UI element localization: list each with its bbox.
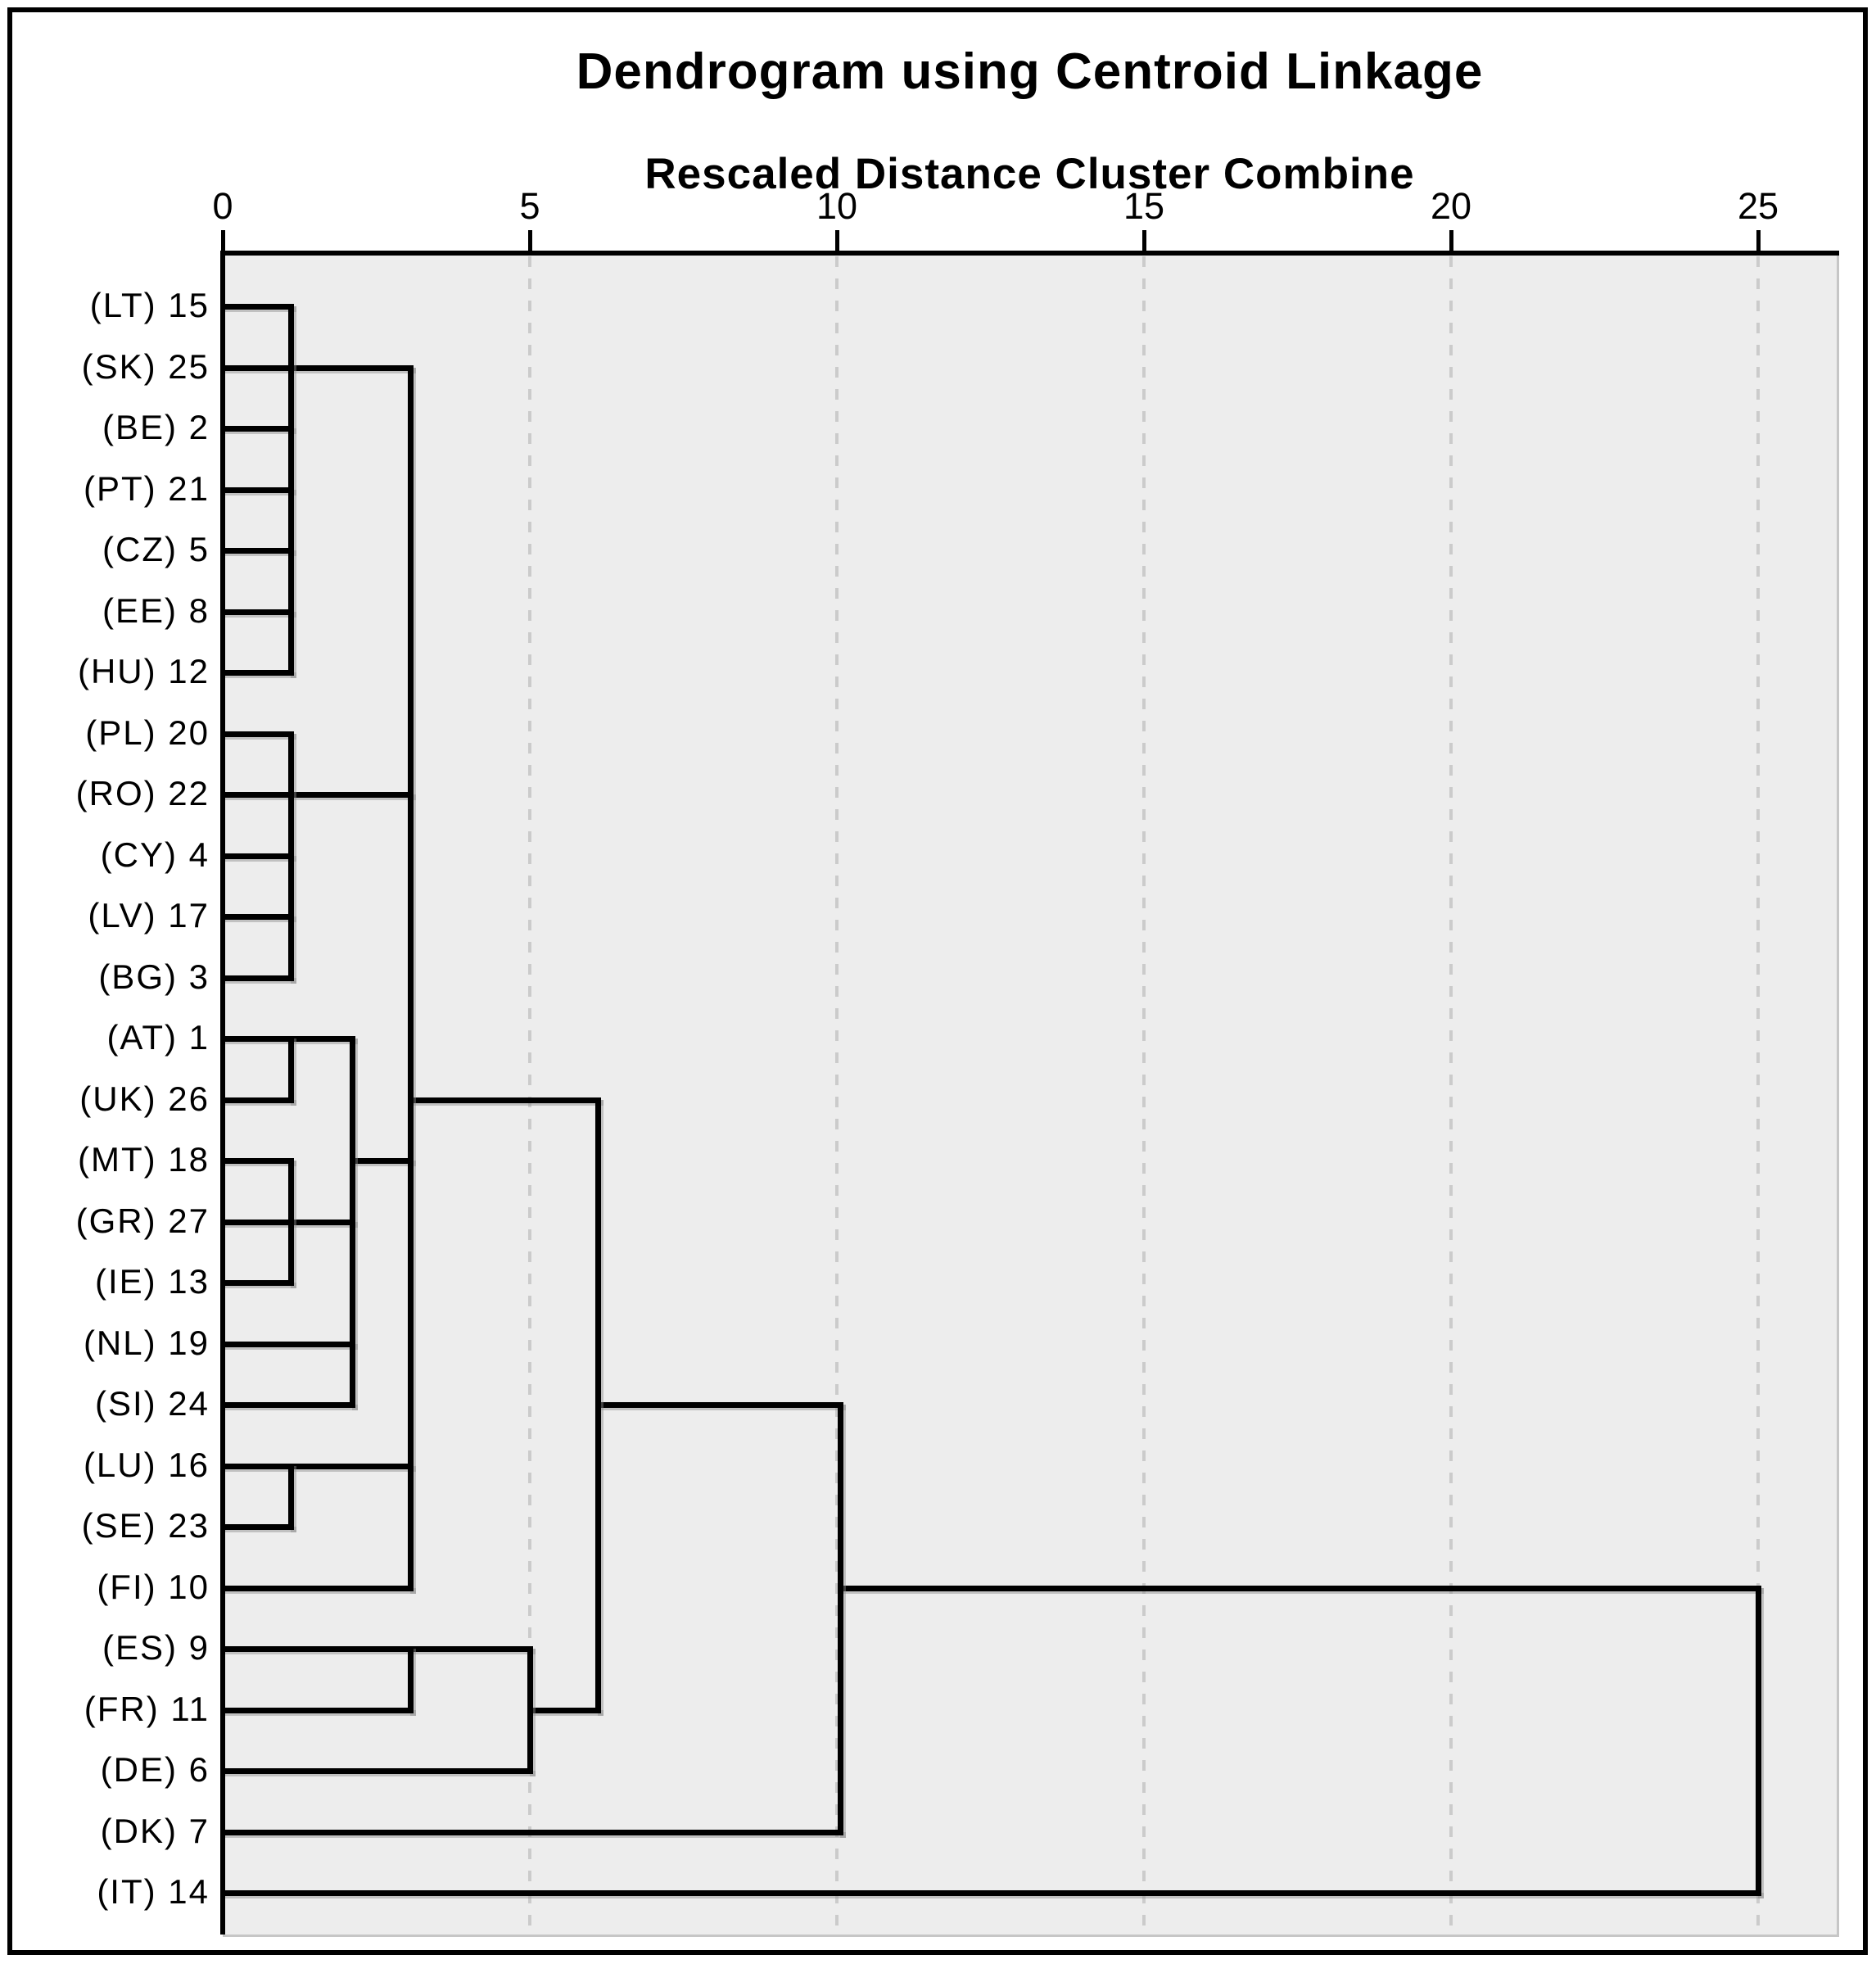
dendrogram-h-segment [223, 1646, 533, 1652]
dendrogram-v-segment [288, 1036, 294, 1103]
leaf-label-mt: (MT) 18 [78, 1140, 210, 1179]
dendrogram-h-segment [527, 1708, 601, 1713]
dendrogram-v-segment [288, 304, 294, 676]
gridline-25 [1756, 256, 1760, 1932]
dendrogram-v-segment [838, 1402, 843, 1835]
x-axis-tick-20 [1449, 230, 1453, 251]
dendrogram-h-segment [223, 365, 414, 371]
x-axis-tick-10 [835, 230, 839, 251]
gridline-5 [528, 256, 531, 1932]
dendrogram-h-segment [223, 304, 294, 310]
leaf-label-lu: (LU) 16 [83, 1446, 210, 1485]
gridline-15 [1142, 256, 1146, 1932]
dendrogram-h-segment [350, 1158, 414, 1164]
leaf-label-ro: (RO) 22 [75, 774, 210, 813]
x-axis-tick-15 [1142, 230, 1146, 251]
leaf-label-cy: (CY) 4 [100, 835, 210, 875]
leaf-label-hu: (HU) 12 [77, 652, 210, 691]
leaf-label-nl: (NL) 19 [83, 1324, 210, 1363]
leaf-label-uk: (UK) 26 [79, 1079, 210, 1119]
dendrogram-h-segment [223, 1464, 414, 1469]
dendrogram-v-segment [408, 1646, 414, 1713]
leaf-label-ee: (EE) 8 [102, 591, 210, 631]
x-axis-tick-label-20: 20 [1430, 185, 1472, 227]
dendrogram-v-segment [288, 1158, 294, 1286]
dendrogram-h-segment [223, 426, 294, 432]
leaf-label-be: (BE) 2 [102, 408, 210, 447]
dendrogram-h-segment [223, 1708, 414, 1713]
dendrogram-h-segment [223, 1830, 843, 1835]
leaf-label-ie: (IE) 13 [94, 1262, 210, 1301]
chart-title: Dendrogram using Centroid Linkage [576, 43, 1484, 100]
dendrogram-v-segment [1756, 1586, 1761, 1896]
dendrogram-v-segment [527, 1646, 533, 1774]
dendrogram-h-segment [223, 1342, 355, 1347]
leaf-label-pt: (PT) 21 [83, 469, 210, 509]
leaf-label-sk: (SK) 25 [81, 347, 210, 387]
leaf-label-es: (ES) 9 [102, 1628, 210, 1668]
dendrogram-h-segment [223, 1524, 294, 1530]
plot-area-background [223, 254, 1839, 1937]
dendrogram-h-segment [223, 1158, 294, 1164]
gridline-20 [1449, 256, 1453, 1932]
dendrogram-v-segment [350, 1036, 355, 1408]
x-axis-tick-label-25: 25 [1737, 185, 1779, 227]
leaf-label-cz: (CZ) 5 [102, 530, 210, 569]
dendrogram-h-segment [223, 914, 294, 920]
leaf-label-fi: (FI) 10 [97, 1568, 210, 1607]
x-axis-line [220, 251, 1839, 256]
dendrogram-h-segment [408, 1097, 601, 1103]
x-axis-tick-label-0: 0 [212, 185, 233, 227]
dendrogram-h-segment [595, 1402, 843, 1408]
dendrogram-h-segment [223, 670, 294, 676]
x-axis-tick-label-5: 5 [519, 185, 540, 227]
leaf-label-de: (DE) 6 [100, 1750, 210, 1790]
y-axis-line [220, 254, 225, 1935]
dendrogram-h-segment [223, 487, 294, 493]
leaf-label-bg: (BG) 3 [98, 957, 210, 997]
leaf-label-si: (SI) 24 [94, 1384, 210, 1423]
dendrogram-v-segment [288, 1464, 294, 1530]
dendrogram-h-segment [223, 853, 294, 859]
dendrogram-h-segment [223, 792, 414, 798]
x-axis-tick-25 [1756, 230, 1761, 251]
dendrogram-h-segment [838, 1586, 1761, 1591]
gridline-10 [835, 256, 839, 1932]
leaf-label-se: (SE) 23 [81, 1506, 210, 1545]
dendrogram-v-segment [595, 1097, 601, 1713]
leaf-label-it: (IT) 14 [97, 1872, 210, 1912]
x-axis-tick-label-15: 15 [1123, 185, 1165, 227]
dendrogram-h-segment [223, 1768, 533, 1774]
x-axis-tick-0 [221, 230, 225, 251]
dendrogram-h-segment [223, 975, 294, 981]
dendrogram-h-segment [223, 548, 294, 554]
dendrogram-h-segment [223, 1890, 1761, 1896]
leaf-label-lt: (LT) 15 [89, 286, 210, 325]
outer-frame [7, 7, 1868, 1955]
dendrogram-h-segment [223, 609, 294, 615]
dendrogram-h-segment [223, 1280, 294, 1286]
dendrogram-h-segment [223, 1097, 294, 1103]
dendrogram-h-segment [223, 1402, 355, 1408]
x-axis-tick-5 [528, 230, 532, 251]
leaf-label-gr: (GR) 27 [75, 1201, 210, 1241]
leaf-label-lv: (LV) 17 [88, 896, 210, 935]
dendrogram-h-segment [223, 1586, 414, 1591]
dendrogram-v-segment [408, 365, 414, 1591]
chart-subtitle: Rescaled Distance Cluster Combine [644, 150, 1415, 198]
leaf-label-dk: (DK) 7 [100, 1812, 210, 1851]
leaf-label-pl: (PL) 20 [85, 713, 210, 753]
dendrogram-h-segment [223, 731, 294, 737]
leaf-label-fr: (FR) 11 [84, 1690, 210, 1729]
x-axis-tick-label-10: 10 [816, 185, 858, 227]
leaf-label-at: (AT) 1 [106, 1018, 210, 1057]
dendrogram-v-segment [288, 731, 294, 981]
